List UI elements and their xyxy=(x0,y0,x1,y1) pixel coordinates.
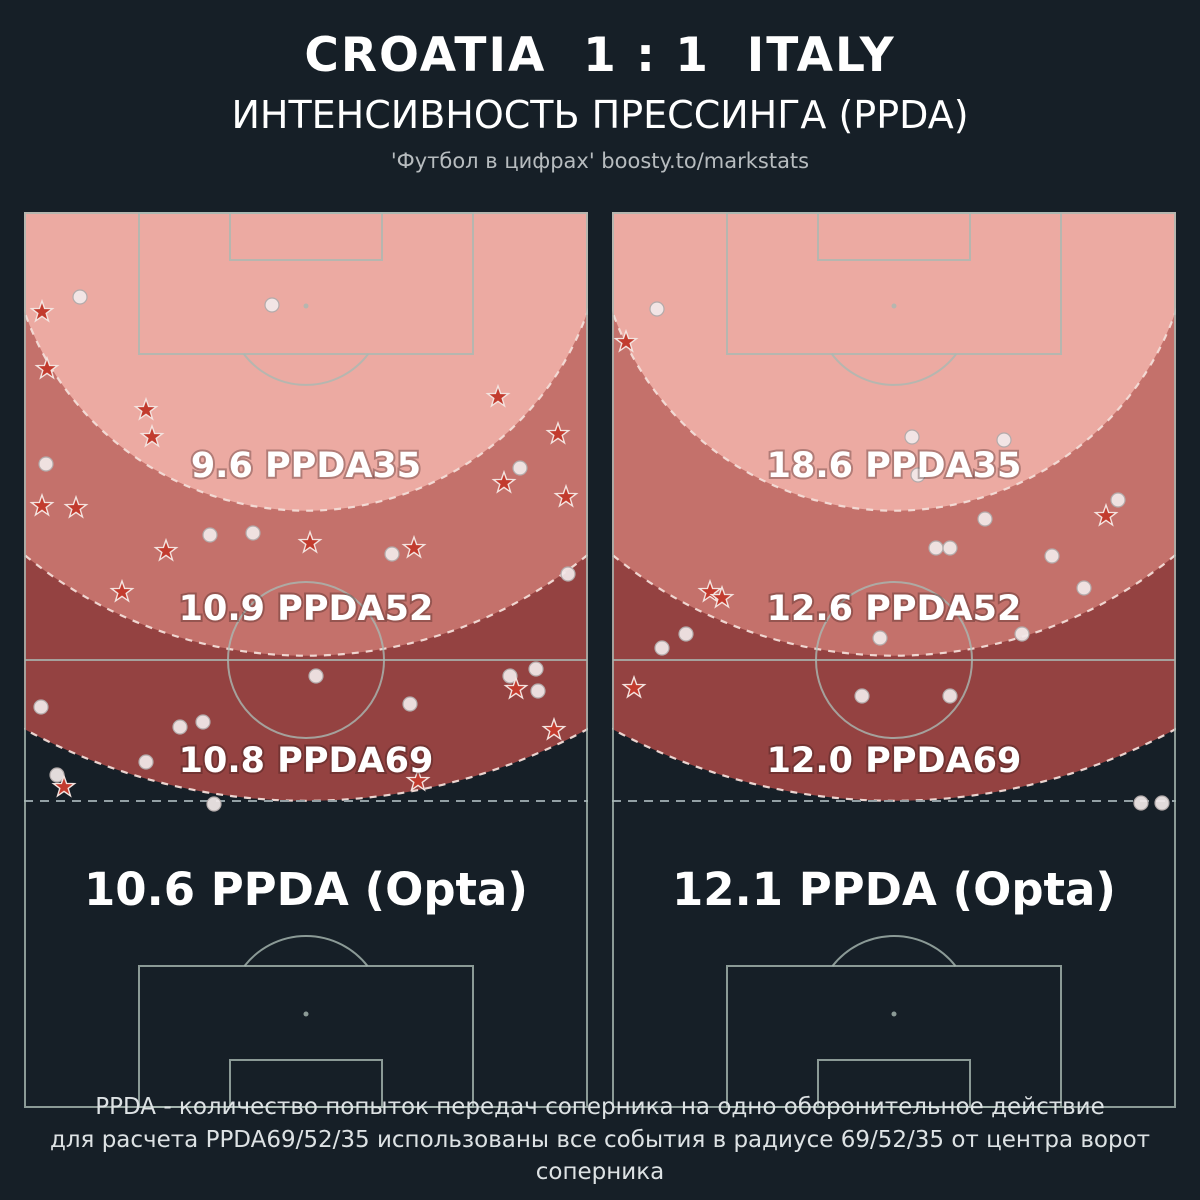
defensive-action-star xyxy=(545,420,571,445)
points-layer-1 xyxy=(613,301,1170,811)
pass-dot xyxy=(872,630,888,646)
pass-dot xyxy=(996,432,1012,448)
defensive-action-star xyxy=(109,578,135,603)
defensive-action-star xyxy=(485,383,511,408)
defensive-action-star xyxy=(153,537,179,562)
pass-dot xyxy=(202,527,218,543)
match-title: CROATIA 1 : 1 ITALY xyxy=(304,28,896,83)
defensive-action-star xyxy=(63,494,89,519)
pass-dot xyxy=(530,683,546,699)
pass-dot xyxy=(654,640,670,656)
credit-line: 'Футбол в цифрах' boosty.to/markstats xyxy=(390,149,810,173)
pass-dot xyxy=(649,301,665,317)
pitch-panels: 9.6 PPDA35 10.9 PPDA52 10.8 PPDA69 10.6 … xyxy=(24,212,1176,1108)
footnote: PPDA - количество попыток передач соперн… xyxy=(0,1091,1200,1188)
defensive-action-star xyxy=(34,355,60,380)
ppda52-value-italy: 12.6 PPDA52 xyxy=(767,589,1022,629)
defensive-action-star xyxy=(491,469,517,494)
ppda-zones-italy xyxy=(612,212,1176,801)
pitch-italy: 18.6 PPDA35 12.6 PPDA52 12.0 PPDA69 12.1… xyxy=(612,212,1176,1108)
pass-dot xyxy=(1133,795,1149,811)
defensive-action-star xyxy=(709,584,735,609)
pass-dot xyxy=(264,297,280,313)
labels-croatia: 9.6 PPDA35 10.9 PPDA52 10.8 PPDA69 10.6 … xyxy=(84,444,528,916)
defensive-action-star xyxy=(541,716,567,741)
pass-dot xyxy=(502,668,518,684)
pass-dot xyxy=(942,540,958,556)
pass-dot xyxy=(1076,580,1092,596)
pass-dot xyxy=(308,668,324,684)
pass-dot xyxy=(528,661,544,677)
pass-dot xyxy=(678,626,694,642)
ppda69-value-croatia: 10.8 PPDA69 xyxy=(179,741,434,781)
pass-dot xyxy=(33,699,49,715)
defensive-action-star xyxy=(29,492,55,517)
pass-dot xyxy=(1014,626,1030,642)
defensive-action-star xyxy=(297,529,323,554)
defensive-action-star xyxy=(621,674,647,699)
pass-dot xyxy=(977,511,993,527)
pass-dot xyxy=(928,540,944,556)
pass-dot xyxy=(384,546,400,562)
pitch-croatia: 9.6 PPDA35 10.9 PPDA52 10.8 PPDA69 10.6 … xyxy=(24,212,588,1108)
pass-dot xyxy=(1044,548,1060,564)
ppda35-value-croatia: 9.6 PPDA35 xyxy=(191,446,421,486)
defensive-action-star xyxy=(133,396,159,421)
ppda-zones-croatia xyxy=(24,212,588,801)
pass-dot xyxy=(138,754,154,770)
defensive-action-star xyxy=(613,328,639,353)
defensive-action-star xyxy=(553,483,579,508)
defensive-action-star xyxy=(401,534,427,559)
pass-dot xyxy=(172,719,188,735)
pass-dot xyxy=(195,714,211,730)
defensive-action-star xyxy=(503,675,529,700)
ppda-opta-value-croatia: 10.6 PPDA (Opta) xyxy=(84,863,528,916)
chart-subtitle: ИНТЕНСИВНОСТЬ ПРЕССИНГА (PPDA) xyxy=(231,93,969,137)
defensive-action-star xyxy=(51,773,77,798)
defensive-action-star xyxy=(697,578,723,603)
labels-italy: 18.6 PPDA35 12.6 PPDA52 12.0 PPDA69 12.1… xyxy=(672,444,1116,916)
ppda52-value-croatia: 10.9 PPDA52 xyxy=(179,589,434,629)
defensive-action-star xyxy=(139,423,165,448)
footnote-line-1: PPDA - количество попыток передач соперн… xyxy=(95,1094,1105,1121)
pass-dot xyxy=(245,525,261,541)
ppda69-value-italy: 12.0 PPDA69 xyxy=(767,741,1022,781)
defensive-action-star xyxy=(29,298,55,323)
defensive-action-star xyxy=(405,767,431,792)
points-layer-0 xyxy=(29,289,579,812)
pass-dot xyxy=(560,566,576,582)
pass-dot xyxy=(910,467,926,483)
footnote-line-2: для расчета PPDA69/52/35 использованы вс… xyxy=(49,1126,1151,1185)
pass-dot xyxy=(206,796,222,812)
pass-dot xyxy=(904,429,920,445)
pass-dot xyxy=(72,289,88,305)
ppda-opta-value-italy: 12.1 PPDA (Opta) xyxy=(672,863,1116,916)
header: CROATIA 1 : 1 ITALY ИНТЕНСИВНОСТЬ ПРЕССИ… xyxy=(0,0,1200,173)
pass-dot xyxy=(854,688,870,704)
pass-dot xyxy=(942,688,958,704)
pass-dot xyxy=(38,456,54,472)
pass-dot xyxy=(1110,492,1126,508)
pass-dot xyxy=(512,460,528,476)
defensive-action-star xyxy=(1093,502,1119,527)
pass-dot xyxy=(402,696,418,712)
ppda35-value-italy: 18.6 PPDA35 xyxy=(767,446,1022,486)
pass-dot xyxy=(1154,795,1170,811)
